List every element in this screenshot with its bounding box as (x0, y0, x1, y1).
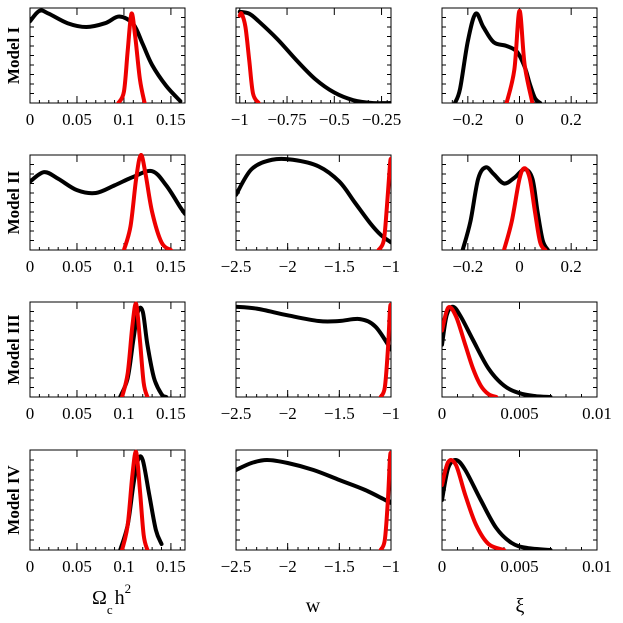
panel-r2-c2: −2.5 −2 −1.5 −1 (221, 154, 400, 276)
x-tick-label: 0.005 (500, 557, 538, 576)
red-series-line (120, 301, 150, 397)
x-tick-label: −1 (382, 404, 400, 423)
panel-r1-c1: 0 0.05 0.1 0.15 (26, 7, 186, 129)
xlabel-part-xlabel_sup: 2 (125, 581, 132, 596)
red-series-line (502, 166, 548, 250)
panel-r2-c3: −0.2 0 0.2 (441, 154, 598, 276)
x-tick-label: 0.15 (156, 110, 186, 129)
x-tick-label: −1 (382, 257, 400, 276)
x-tick-label: 0.01 (582, 404, 612, 423)
row-label-model-1: Model I (4, 27, 23, 85)
panel-frame (29, 154, 186, 251)
x-tick-label: −2 (279, 257, 297, 276)
x-tick-label: 0.15 (156, 257, 186, 276)
panel-r4-c2: −2.5 −2 −1.5 −1 (221, 449, 400, 576)
x-tick-label: 0 (26, 557, 35, 576)
x-tick-label: 0.2 (561, 110, 582, 129)
panel-r3-c2: −2.5 −2 −1.5 −1 (221, 301, 400, 423)
x-tick-label: 0.2 (561, 257, 582, 276)
x-tick-label: 0.05 (62, 110, 92, 129)
x-tick-label: 0.1 (113, 404, 134, 423)
x-tick-label: −2.5 (221, 557, 252, 576)
x-tick-label: 0.1 (113, 110, 134, 129)
xlabel-xi: ξ (516, 595, 525, 617)
x-tick-label: −1 (382, 557, 400, 576)
panel-r1-c3: −0.2 0 0.2 (441, 7, 598, 129)
panel-r3-c3: 0 0.005 0.01 (438, 301, 612, 423)
x-tick-label: 0.005 (500, 404, 538, 423)
x-tick-label: −0.25 (362, 110, 401, 129)
x-tick-label: 0 (515, 257, 524, 276)
x-tick-label: 0 (26, 404, 35, 423)
x-tick-label: −2 (279, 404, 297, 423)
x-tick-label: 0.1 (113, 557, 134, 576)
x-tick-label: −0.5 (319, 110, 350, 129)
black-series-line (236, 156, 391, 245)
xlabel-part-xlabel_rest: h (115, 587, 125, 609)
red-series-line (442, 305, 499, 397)
panel-frame (235, 154, 392, 251)
x-tick-label: −0.2 (452, 257, 483, 276)
x-tick-label: 0 (515, 110, 524, 129)
red-series-line (121, 153, 173, 250)
x-tick-label: 0 (26, 257, 35, 276)
panel-frame (29, 301, 186, 398)
panel-frame (29, 449, 186, 551)
black-series-line (30, 8, 183, 103)
red-series-line (116, 11, 147, 103)
row-label-model-2: Model II (4, 170, 23, 234)
x-tick-label: −1.5 (324, 257, 355, 276)
panel-r1-c2: −1 −0.75 −0.5 −0.25 (231, 7, 401, 129)
panel-frame (235, 449, 392, 551)
xlabel-part-xlabel_sub: c (107, 602, 113, 617)
black-series-line (236, 458, 391, 505)
x-tick-label: 0.05 (62, 257, 92, 276)
panel-r3-c1: 0 0.05 0.1 0.15 (26, 301, 186, 423)
red-series-line (442, 458, 506, 550)
red-series-line (504, 8, 535, 103)
panel-r4-c3: 0 0.005 0.01 (438, 449, 612, 576)
red-series-line (378, 450, 391, 550)
red-series-line (120, 449, 150, 550)
black-series-line (237, 9, 391, 103)
xlabel-omega-c-h2: Ωch2 (92, 581, 131, 617)
black-series-line (236, 304, 391, 352)
row-label-model-4: Model IV (4, 465, 23, 535)
red-series-line (376, 156, 391, 250)
xlabel-w: w (306, 595, 321, 617)
x-tick-label: 0.05 (62, 404, 92, 423)
x-tick-label: −1 (231, 110, 249, 129)
x-tick-label: −0.75 (267, 110, 306, 129)
red-series-line (237, 11, 261, 103)
x-tick-label: 0.15 (156, 557, 186, 576)
panel-r2-c1: 0 0.05 0.1 0.15 (26, 153, 186, 276)
red-series-line (378, 302, 391, 397)
x-tick-label: 0 (438, 404, 447, 423)
row-label-model-3: Model III (4, 314, 23, 385)
x-tick-label: 0.15 (156, 404, 186, 423)
panel-frame (235, 301, 392, 398)
x-tick-label: −1.5 (324, 557, 355, 576)
panel-r4-c1: 0 0.05 0.1 0.15 (26, 449, 186, 576)
x-tick-label: −0.2 (452, 110, 483, 129)
xlabel-part-xlabel: Ω (92, 587, 107, 609)
x-tick-label: −2.5 (221, 404, 252, 423)
x-tick-label: −1.5 (324, 404, 355, 423)
x-tick-label: 0.01 (582, 557, 612, 576)
x-tick-label: −2.5 (221, 257, 252, 276)
x-tick-label: 0.05 (62, 557, 92, 576)
x-tick-label: 0 (438, 557, 447, 576)
x-tick-label: 0 (26, 110, 35, 129)
black-series-line (442, 457, 553, 550)
black-series-line (30, 168, 185, 216)
black-series-line (460, 165, 550, 250)
x-tick-label: −2 (279, 557, 297, 576)
x-tick-label: 0.1 (113, 257, 134, 276)
